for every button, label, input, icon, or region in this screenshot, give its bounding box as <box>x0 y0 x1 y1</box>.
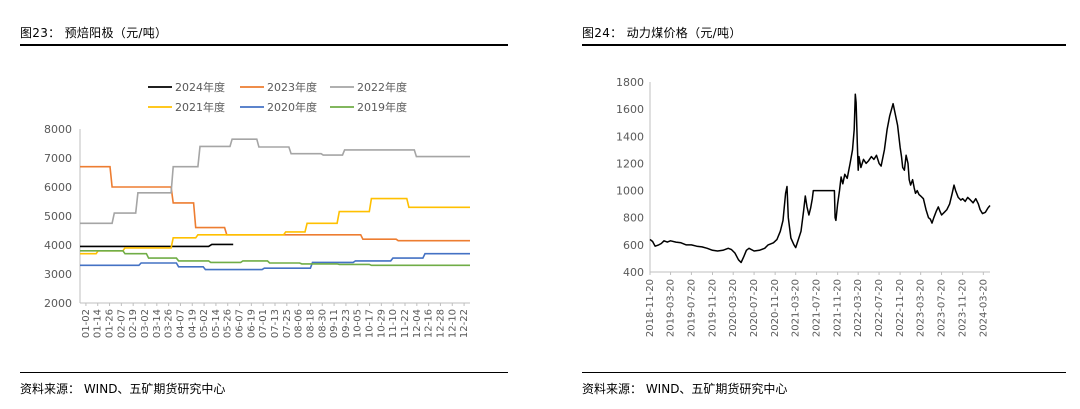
anode-price-chart: 2000 3000 4000 5000 6000 7000 8000 01-02 01-14 01… <box>44 80 470 338</box>
source-rule <box>582 372 1066 373</box>
x-tick-label: 10-17 <box>365 309 376 338</box>
x-tick-label: 04-19 <box>187 309 198 338</box>
x-tick-label: 10-05 <box>353 309 364 338</box>
x-tick-label: 09-23 <box>341 309 352 338</box>
x-tick-label: 07-01 <box>258 309 269 338</box>
x-tick-label: 12-04 <box>412 309 423 338</box>
x-tick-label: 2020-07-20 <box>749 279 760 337</box>
x-tick-label: 05-02 <box>199 309 210 338</box>
series-line <box>80 197 470 255</box>
x-tick-label: 2021-07-20 <box>812 279 823 337</box>
y-tick-label: 2000 <box>44 297 72 310</box>
x-tick-label: 11-10 <box>388 309 399 338</box>
panel-anode-price: 图23： 预焙阳极（元/吨） 2000 3000 4000 5000 6000 7000 8… <box>0 0 520 409</box>
title-rule <box>20 44 508 46</box>
x-tick-label: 08-18 <box>305 309 316 338</box>
y-tick-label: 1200 <box>616 157 644 170</box>
x-tick-label: 01-02 <box>81 309 92 338</box>
x-tick-label: 08-06 <box>294 309 305 338</box>
x-tick-label: 2019-03-20 <box>666 279 677 337</box>
x-tick-label: 06-19 <box>246 309 257 338</box>
y-tick-label: 1000 <box>616 185 644 198</box>
legend-label: 2023年度 <box>267 80 317 94</box>
source-note: 资料来源： WIND、五矿期货研究中心 <box>582 382 788 396</box>
x-tick-label: 11-22 <box>400 309 411 338</box>
legend-label: 2024年度 <box>175 80 225 94</box>
x-tick-label: 07-13 <box>270 309 281 338</box>
x-tick-label: 12-10 <box>447 309 458 338</box>
x-tick-label: 06-07 <box>235 309 246 338</box>
x-tick-label: 12-22 <box>459 309 470 338</box>
x-tick-label: 07-25 <box>282 309 293 338</box>
chart-title: 图23： 预焙阳极（元/吨） <box>20 26 168 40</box>
panel-thermal-coal-price: 图24： 动力煤价格（元/吨） 400 600 800 1000 1200 1400 160… <box>580 0 1080 409</box>
x-tick-label: 12-16 <box>424 309 435 338</box>
series-line <box>80 165 470 242</box>
x-tick-label: 2021-11-20 <box>833 279 844 337</box>
x-tick-label: 08-30 <box>317 309 328 338</box>
series-line <box>80 138 470 225</box>
x-tick-label: 2022-11-20 <box>895 279 906 337</box>
x-tick-label: 03-14 <box>152 309 163 338</box>
x-tick-label: 2023-03-20 <box>916 279 927 337</box>
x-tick-label: 01-14 <box>93 309 104 338</box>
x-tick-label: 09-11 <box>329 309 340 338</box>
y-tick-label: 800 <box>623 212 644 225</box>
x-tick-label: 05-14 <box>211 309 222 338</box>
y-tick-label: 1400 <box>616 130 644 143</box>
x-tick-label: 03-02 <box>140 309 151 338</box>
x-tick-label: 12-28 <box>435 309 446 338</box>
y-tick-label: 400 <box>623 266 644 279</box>
thermal-coal-chart: 400 600 800 1000 1200 1400 1600 1800 2018-11-20 2… <box>616 76 991 337</box>
x-tick-label: 2018-11-20 <box>645 279 656 337</box>
y-tick-label: 6000 <box>44 181 72 194</box>
x-tick-label: 02-07 <box>116 309 127 338</box>
series-line <box>80 250 470 267</box>
x-tick-label: 01-26 <box>105 309 116 338</box>
y-tick-label: 3000 <box>44 268 72 281</box>
x-tick-label: 2021-03-20 <box>791 279 802 337</box>
x-tick-label: 2022-07-20 <box>874 279 885 337</box>
x-tick-label: 2022-03-20 <box>853 279 864 337</box>
chart-title: 图24： 动力煤价格（元/吨） <box>582 26 742 40</box>
x-tick-label: 10-29 <box>376 309 387 338</box>
y-tick-label: 7000 <box>44 152 72 165</box>
x-tick-label: 02-19 <box>128 309 139 338</box>
series-line <box>80 252 470 271</box>
legend-label: 2021年度 <box>175 100 225 114</box>
x-tick-label: 2023-11-20 <box>958 279 969 337</box>
x-tick-label: 2020-03-20 <box>728 279 739 337</box>
source-rule <box>20 372 508 373</box>
x-tick-label: 2020-11-20 <box>770 279 781 337</box>
y-tick-label: 1600 <box>616 103 644 116</box>
y-tick-label: 4000 <box>44 239 72 252</box>
legend-label: 2019年度 <box>357 100 407 114</box>
legend-label: 2022年度 <box>357 80 407 94</box>
y-tick-label: 5000 <box>44 210 72 223</box>
x-tick-label: 2019-07-20 <box>686 279 697 337</box>
y-tick-label: 1800 <box>616 76 644 89</box>
x-tick-label: 04-07 <box>175 309 186 338</box>
title-rule <box>582 44 1066 46</box>
source-note: 资料来源： WIND、五矿期货研究中心 <box>20 382 226 396</box>
legend-label: 2020年度 <box>267 100 317 114</box>
series-line <box>80 243 234 248</box>
x-tick-label: 2024-03-20 <box>978 279 989 337</box>
y-tick-label: 600 <box>623 239 644 252</box>
x-tick-label: 2023-07-20 <box>937 279 948 337</box>
x-tick-label: 2019-11-20 <box>707 279 718 337</box>
y-tick-label: 8000 <box>44 123 72 136</box>
x-tick-label: 03-26 <box>164 309 175 338</box>
series-line <box>649 93 991 264</box>
x-tick-label: 05-26 <box>223 309 234 338</box>
